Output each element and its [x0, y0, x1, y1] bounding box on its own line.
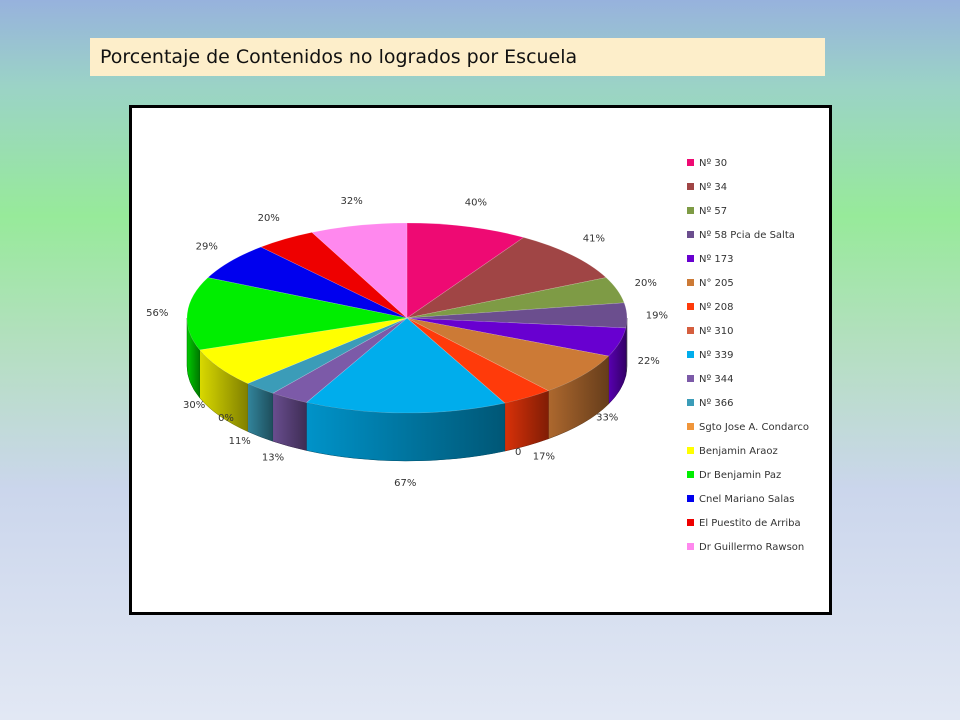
legend-label-5: N° 205 [699, 278, 734, 289]
pie-slice-2 [406, 277, 625, 319]
chart-frame: 40% 41% 20% 19% 22% 33% 17% 0 67% 13% 11% 0% 30% 56% 2… [129, 105, 832, 615]
data-label-3: 19% [646, 311, 668, 322]
legend-swatch-14 [687, 495, 694, 502]
legend-label-16: Dr Guillermo Rawson [699, 542, 804, 553]
pie-slice-14 [207, 246, 408, 319]
legend-swatch-3 [687, 231, 694, 238]
legend-label-2: Nº 57 [699, 206, 727, 217]
pie-sides [186, 317, 628, 462]
pie-slice-15 [260, 232, 408, 319]
data-label-1: 41% [583, 234, 605, 245]
legend-swatch-1 [687, 183, 694, 190]
data-label-7: 0 [515, 447, 521, 458]
legend-swatch-0 [687, 159, 694, 166]
legend-swatch-5 [687, 279, 694, 286]
data-label-14: 29% [196, 242, 218, 253]
data-label-15: 20% [258, 213, 280, 224]
legend-swatch-16 [687, 543, 694, 550]
legend-label-0: Nº 30 [699, 158, 727, 169]
pie-slice-10 [246, 317, 408, 394]
pie-slice-12 [199, 317, 408, 384]
legend-swatch-2 [687, 207, 694, 214]
legend-label-10: Nº 366 [699, 398, 733, 409]
pie-slice-5 [406, 317, 610, 392]
legend-label-12: Benjamin Araoz [699, 446, 778, 457]
legend-label-8: Nº 339 [699, 350, 733, 361]
data-label-4: 22% [638, 356, 660, 367]
pie-slice-1 [406, 237, 607, 319]
legend: Nº 30 Nº 34 Nº 57 Nº 58 Pcia de Salta Nº 173… [687, 158, 809, 553]
pie-slice-8 [305, 317, 506, 414]
pie-chart: 40% 41% 20% 19% 22% 33% 17% 0 67% 13% 11% 0% 30% 56% 2… [146, 158, 809, 553]
data-label-11: 0% [218, 413, 234, 424]
legend-label-1: Nº 34 [699, 182, 727, 193]
pie-slice-4 [406, 317, 627, 357]
data-label-12: 30% [183, 400, 205, 411]
data-labels: 40% 41% 20% 19% 22% 33% 17% 0 67% 13% 11% 0% 30% 56% 2… [146, 196, 668, 489]
pie-slice-6 [406, 317, 550, 404]
legend-swatch-6 [687, 303, 694, 310]
legend-swatch-7 [687, 327, 694, 334]
data-label-13: 56% [146, 308, 168, 319]
data-label-9: 13% [262, 453, 284, 464]
legend-swatch-10 [687, 399, 694, 406]
pie-tops [186, 222, 628, 414]
legend-swatch-4 [687, 255, 694, 262]
legend-swatch-15 [687, 519, 694, 526]
page-title: Porcentaje de Contenidos no logrados por… [90, 38, 825, 76]
legend-swatch-11 [687, 423, 694, 430]
pie-slice-3 [406, 302, 628, 329]
data-label-5: 33% [596, 412, 618, 423]
legend-label-6: Nº 208 [699, 302, 733, 313]
data-label-8: 67% [394, 478, 416, 489]
data-label-10: 11% [229, 436, 251, 447]
pie-slice-9 [272, 317, 408, 403]
pie-side-9 [272, 392, 307, 451]
data-label-16: 32% [340, 196, 362, 207]
legend-label-3: Nº 58 Pcia de Salta [699, 230, 795, 241]
legend-label-7: Nº 310 [699, 326, 733, 337]
legend-swatch-12 [687, 447, 694, 454]
legend-swatch-13 [687, 471, 694, 478]
legend-label-13: Dr Benjamin Paz [699, 470, 781, 481]
pie-slice-16 [311, 222, 408, 319]
legend-label-4: Nº 173 [699, 254, 733, 265]
data-label-2: 20% [635, 278, 657, 289]
legend-label-9: Nº 344 [699, 374, 733, 385]
data-label-6: 17% [533, 451, 555, 462]
legend-swatch-9 [687, 375, 694, 382]
legend-label-14: Cnel Mariano Salas [699, 494, 794, 505]
pie-slice-13 [186, 277, 408, 351]
data-label-0: 40% [465, 198, 487, 209]
pie-slice-0 [406, 222, 525, 319]
legend-label-11: Sgto Jose A. Condarco [699, 422, 809, 433]
legend-swatch-8 [687, 351, 694, 358]
legend-label-15: El Puestito de Arriba [699, 518, 801, 529]
